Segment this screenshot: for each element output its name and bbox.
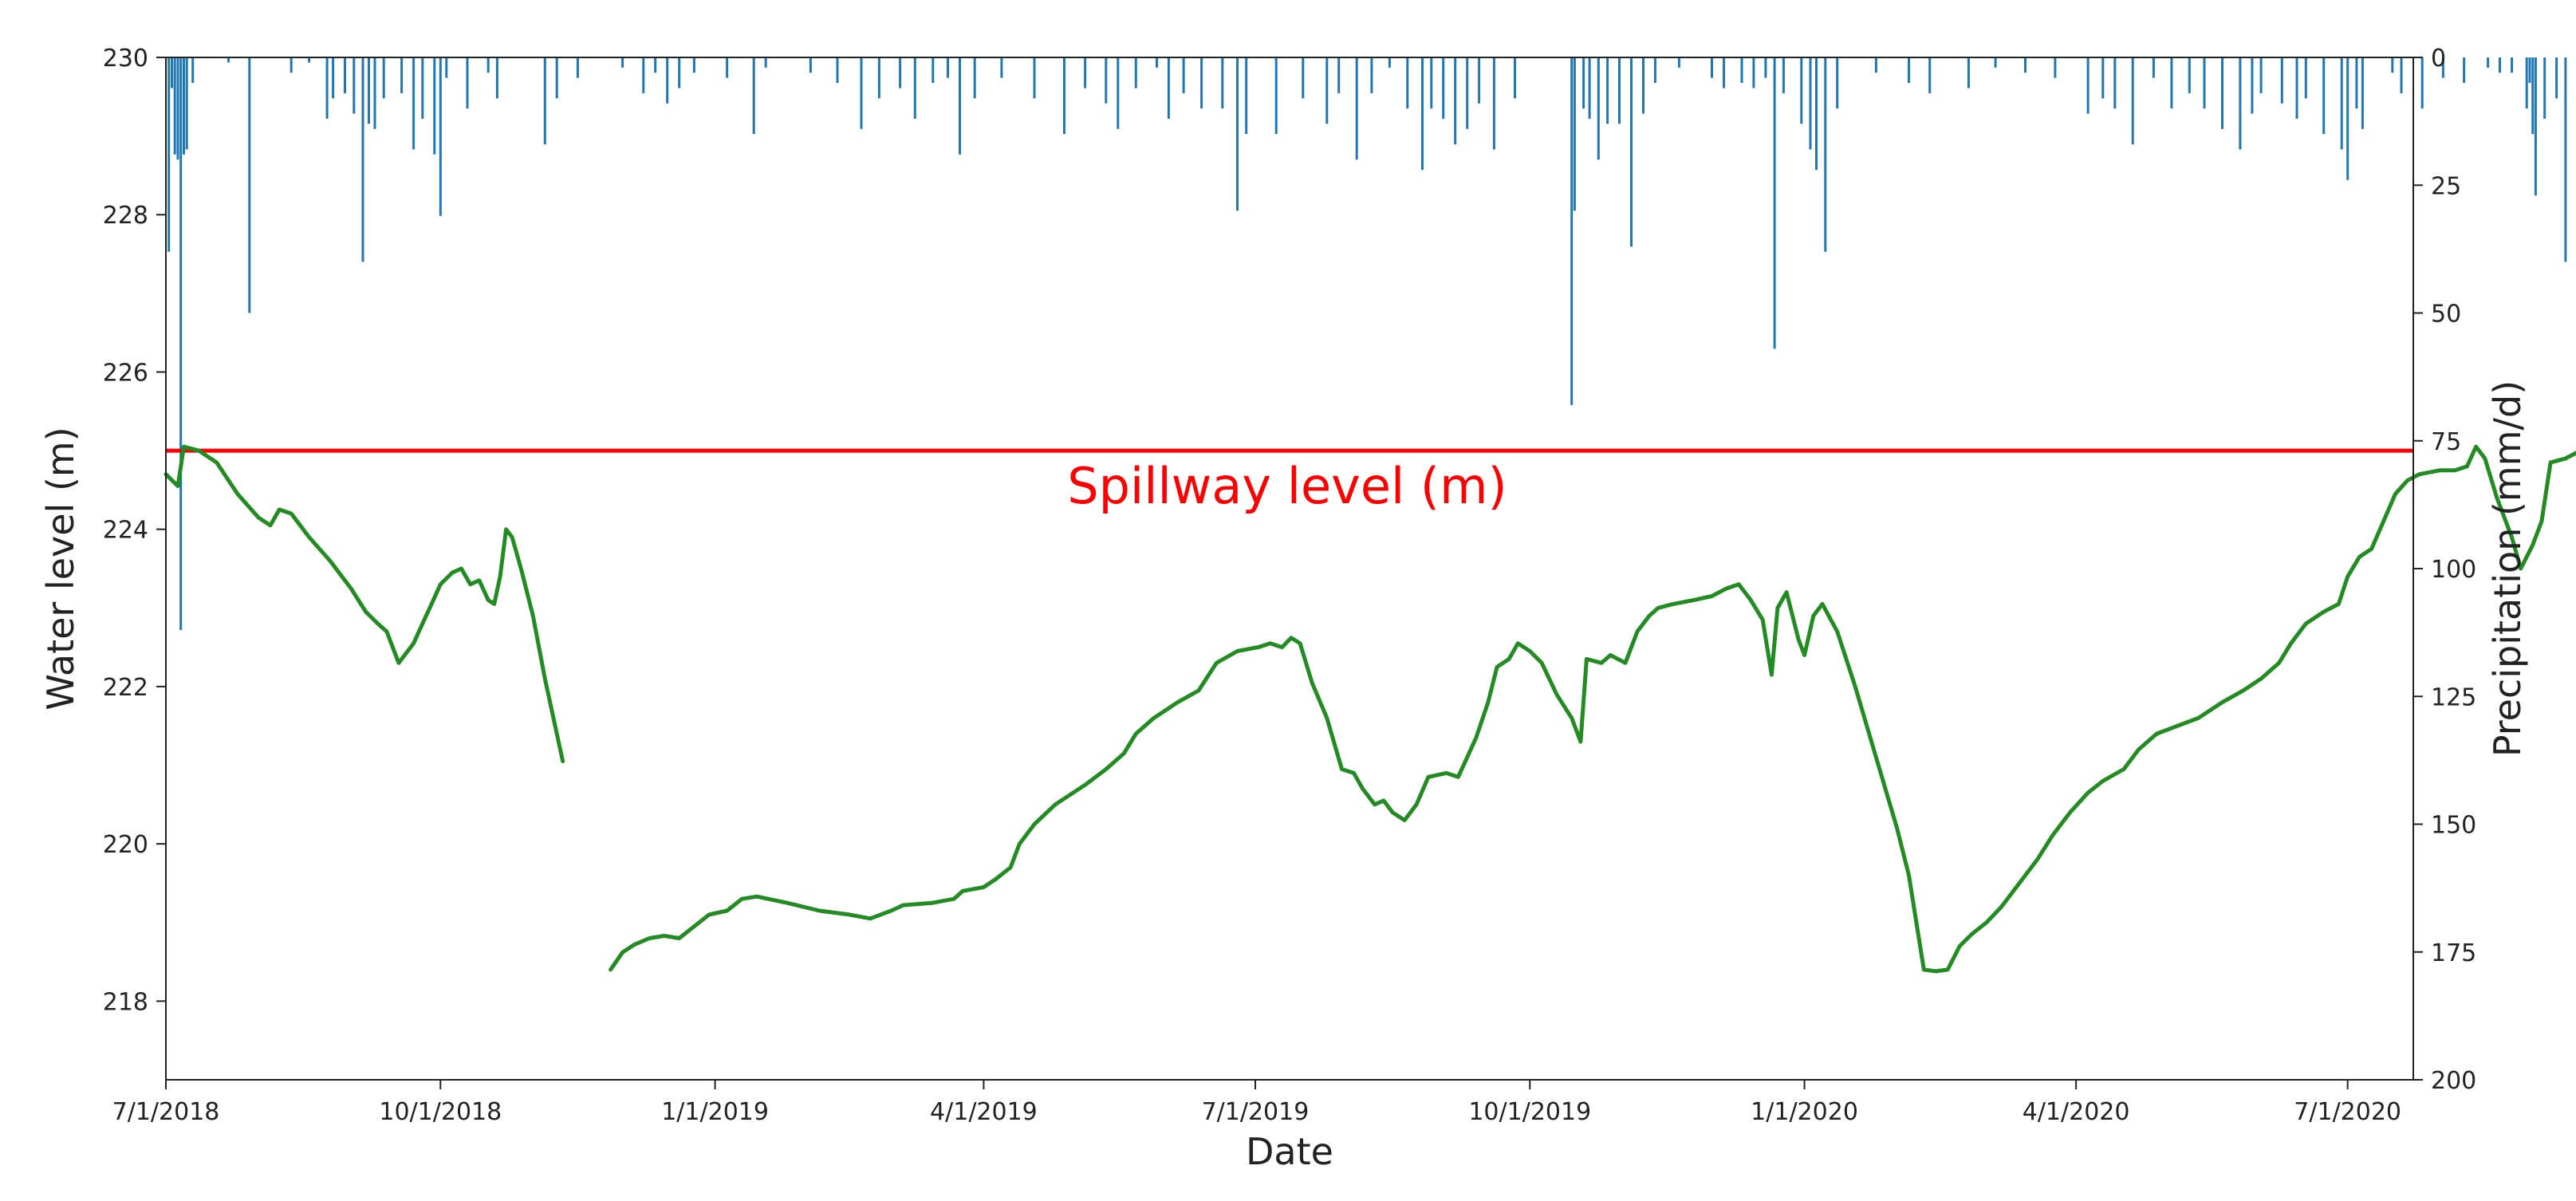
y-right-tick-label: 125 [2431,683,2476,711]
y-right-tick-label: 0 [2431,45,2446,73]
y-left-tick-label: 224 [103,517,148,545]
y-axis-left-label: Water level (m) [39,427,82,710]
y-right-tick-label: 200 [2431,1067,2476,1095]
y-right-tick-label: 25 [2431,172,2461,200]
water-level-line [163,444,565,764]
spillway-group: Spillway level (m) [166,448,2413,515]
y-right-tick-label: 100 [2431,556,2476,584]
x-tick-label: 4/1/2020 [2023,1098,2130,1126]
y-right-tick-label: 75 [2431,428,2461,456]
x-tick-label: 7/1/2019 [1202,1098,1310,1126]
x-axis-label: Date [1246,1130,1333,1173]
x-tick-label: 7/1/2018 [112,1098,220,1126]
spillway-level-annotation: Spillway level (m) [1067,457,1507,515]
y-axis-right-label: Precipitation (mm/d) [2486,380,2529,757]
y-right-tick-label: 50 [2431,301,2461,329]
x-tick-label: 7/1/2020 [2294,1098,2401,1126]
y-left-tick-label: 228 [103,202,148,230]
y-right-tick-label: 175 [2431,939,2476,967]
y-axis-right-ticks: 0 25 50 75 100 125 150 175 200 [2413,45,2476,1095]
y-axis-left-ticks: 218 220 222 224 226 228 230 [103,45,166,1016]
x-tick-label: 10/1/2018 [379,1098,502,1126]
water-level-line [609,444,2576,974]
y-left-tick-label: 222 [103,674,148,702]
x-axis-ticks: 7/1/2018 10/1/2018 1/1/2019 4/1/2019 7/1/201… [112,1080,2401,1126]
x-tick-label: 1/1/2020 [1751,1098,1858,1126]
water-level-series [163,444,2576,974]
x-tick-label: 10/1/2019 [1468,1098,1591,1126]
y-right-tick-label: 150 [2431,812,2476,840]
x-tick-label: 4/1/2019 [930,1098,1038,1126]
precipitation-series [167,57,2567,630]
y-left-tick-label: 226 [103,359,148,387]
x-tick-label: 1/1/2019 [661,1098,769,1126]
y-left-tick-label: 220 [103,831,148,859]
y-left-tick-label: 230 [103,45,148,73]
y-left-tick-label: 218 [103,988,148,1016]
